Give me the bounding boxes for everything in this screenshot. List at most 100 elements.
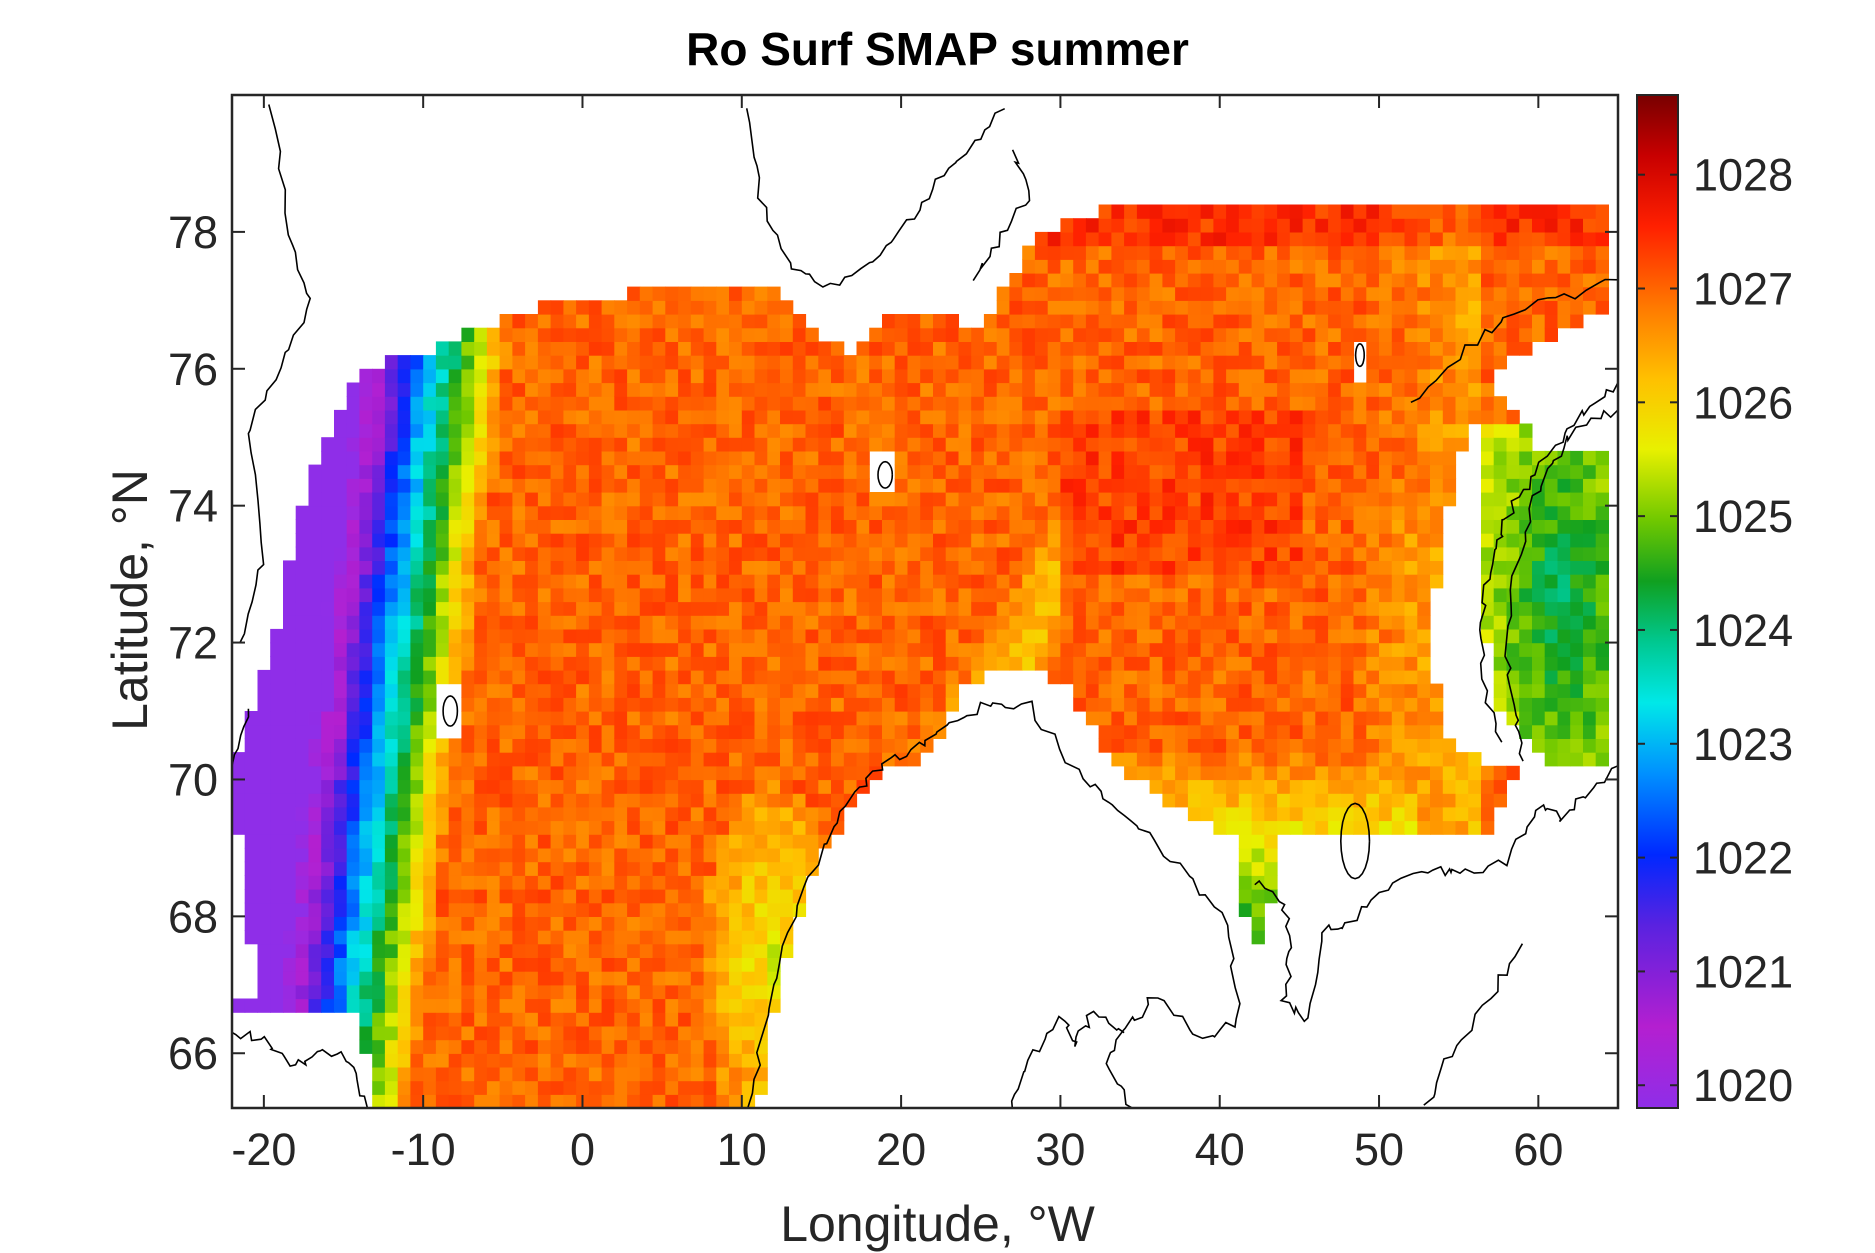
- heatmap-cell: [1111, 656, 1125, 671]
- heatmap-cell: [384, 889, 399, 904]
- heatmap-cell: [767, 341, 781, 356]
- heatmap-cell: [1391, 505, 1406, 520]
- heatmap-cell: [461, 478, 475, 493]
- heatmap-cell: [537, 752, 552, 767]
- heatmap-cell: [499, 574, 513, 589]
- heatmap-cell: [1162, 492, 1176, 507]
- heatmap-cell: [767, 779, 781, 794]
- heatmap-cell: [652, 957, 666, 972]
- heatmap-cell: [1289, 273, 1304, 288]
- heatmap-cell: [550, 1094, 564, 1108]
- heatmap-cell: [792, 752, 807, 767]
- heatmap-cell: [474, 437, 488, 452]
- heatmap-cell: [334, 930, 348, 945]
- heatmap-cell: [1340, 355, 1355, 370]
- heatmap-cell: [1315, 806, 1329, 822]
- heatmap-cell: [270, 861, 284, 876]
- heatmap-cell: [882, 341, 896, 356]
- heatmap-cell: [563, 533, 577, 548]
- heatmap-cell: [486, 1094, 501, 1108]
- heatmap-cell: [576, 669, 590, 685]
- heatmap-cell: [359, 1012, 373, 1027]
- heatmap-cell: [1353, 574, 1367, 589]
- heatmap-cell: [678, 396, 692, 411]
- heatmap-cell: [1468, 793, 1482, 808]
- heatmap-cell: [1379, 738, 1393, 753]
- heatmap-cell: [754, 382, 768, 397]
- heatmap-cell: [1404, 314, 1418, 329]
- heatmap-cell: [384, 984, 399, 1000]
- heatmap-cell: [448, 916, 462, 931]
- heatmap-cell: [359, 642, 373, 657]
- heatmap-cell: [780, 875, 794, 890]
- heatmap-cell: [652, 984, 666, 1000]
- heatmap-cell: [1468, 779, 1482, 794]
- heatmap-cell: [601, 984, 615, 1000]
- heatmap-cell: [1391, 478, 1406, 493]
- heatmap-cell: [1136, 450, 1151, 466]
- heatmap-cell: [321, 478, 335, 493]
- heatmap-cell: [767, 519, 781, 534]
- heatmap-cell: [563, 847, 577, 863]
- heatmap-cell: [474, 669, 488, 685]
- heatmap-cell: [1557, 656, 1571, 671]
- heatmap-cell: [907, 724, 921, 739]
- heatmap-cell: [1200, 642, 1214, 657]
- heatmap-cell: [703, 314, 717, 329]
- x-tick-label: 60: [1513, 1124, 1563, 1175]
- heatmap-cell: [831, 738, 845, 753]
- heatmap-cell: [1098, 368, 1112, 384]
- heatmap-cell: [1430, 793, 1444, 808]
- heatmap-cell: [474, 396, 488, 411]
- heatmap-cell: [537, 642, 552, 657]
- heatmap-cell: [843, 683, 858, 698]
- heatmap-cell: [372, 861, 386, 876]
- heatmap-cell: [1353, 820, 1367, 835]
- heatmap-cell: [537, 847, 552, 863]
- heatmap-cell: [920, 533, 934, 548]
- heatmap-cell: [716, 450, 730, 466]
- heatmap-cell: [308, 971, 322, 986]
- heatmap-cell: [1213, 286, 1227, 301]
- coastline: [232, 1030, 369, 1108]
- heatmap-cell: [1302, 752, 1316, 767]
- heatmap-cell: [818, 355, 832, 370]
- heatmap-cell: [1136, 492, 1151, 507]
- heatmap-cell: [435, 779, 450, 794]
- heatmap-cell: [1430, 355, 1444, 370]
- heatmap-cell: [461, 916, 475, 931]
- heatmap-cell: [1379, 245, 1393, 260]
- heatmap-cell: [1532, 724, 1546, 739]
- heatmap-cell: [805, 574, 819, 589]
- heatmap-cell: [1353, 560, 1367, 575]
- heatmap-cell: [678, 492, 692, 507]
- heatmap-cell: [1353, 437, 1367, 452]
- heatmap-cell: [308, 724, 322, 739]
- heatmap-cell: [410, 1066, 424, 1082]
- heatmap-cell: [1213, 423, 1227, 438]
- heatmap-cell: [920, 697, 934, 712]
- heatmap-cell: [703, 793, 717, 808]
- heatmap-cell: [550, 574, 564, 589]
- heatmap-cell: [270, 971, 284, 986]
- heatmap-cell: [283, 628, 297, 644]
- heatmap-cell: [1277, 218, 1291, 233]
- heatmap-cell: [1366, 218, 1380, 233]
- heatmap-cell: [1085, 560, 1100, 575]
- heatmap-cell: [423, 820, 437, 835]
- heatmap-cell: [933, 669, 947, 685]
- heatmap-cell: [1532, 587, 1546, 603]
- heatmap-cell: [270, 724, 284, 739]
- heatmap-cell: [486, 889, 501, 904]
- heatmap-cell: [614, 505, 628, 520]
- heatmap-cell: [703, 957, 717, 972]
- heatmap-cell: [1175, 259, 1189, 274]
- heatmap-cell: [435, 464, 450, 479]
- heatmap-cell: [244, 930, 258, 945]
- heatmap-cell: [1047, 533, 1061, 548]
- heatmap-cell: [1187, 450, 1202, 466]
- heatmap-cell: [359, 902, 373, 917]
- heatmap-cell: [410, 971, 424, 986]
- heatmap-cell: [1289, 546, 1304, 561]
- heatmap-cell: [678, 820, 692, 835]
